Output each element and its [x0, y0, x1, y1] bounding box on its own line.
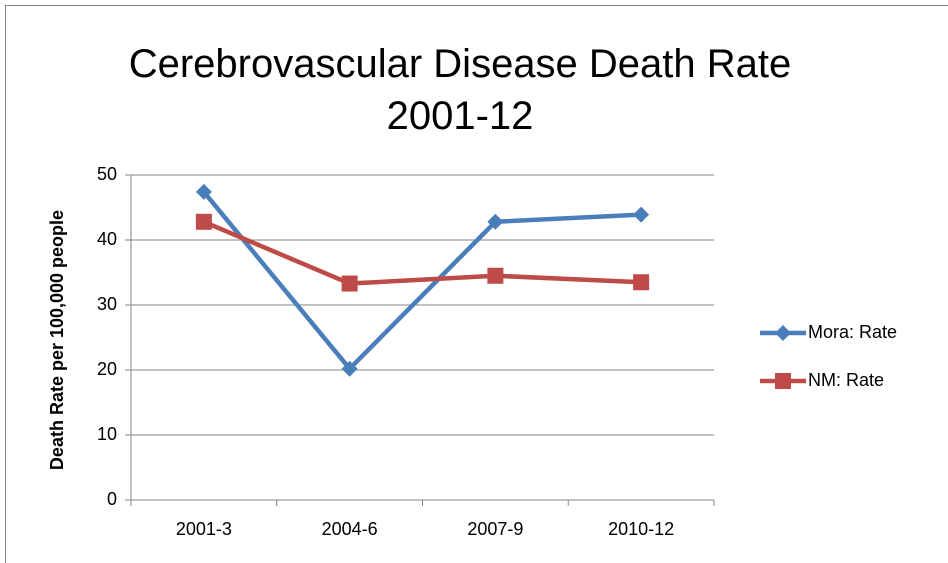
chart-title: Cerebrovascular Disease Death Rate 2001-…: [128, 42, 792, 138]
y-tick-label: 40: [97, 229, 117, 249]
point: [487, 213, 504, 230]
point: [633, 274, 650, 291]
line: [202, 190, 642, 371]
point: [487, 267, 504, 284]
y-tick-label: 0: [107, 489, 117, 509]
y-axis-label: Death Rate per 100,000 people: [47, 210, 67, 470]
point: [195, 183, 212, 200]
y-tick-label: 50: [97, 164, 117, 184]
x-tick-label: 2001-3: [176, 519, 232, 539]
legend-marker: [775, 325, 791, 341]
chart-border: [5, 5, 948, 563]
point: [341, 275, 358, 292]
x-tick-label: 2010-12: [608, 519, 674, 539]
y-tick-label: 10: [97, 424, 117, 444]
legend-label: Mora: Rate: [808, 322, 897, 342]
point: [195, 213, 212, 230]
y-tick-label: 20: [97, 359, 117, 379]
legend-label: NM: Rate: [808, 370, 884, 390]
point: [341, 360, 358, 377]
point: [633, 206, 650, 223]
y-tick-label: 30: [97, 294, 117, 314]
line: [202, 219, 642, 286]
x-tick-label: 2004-6: [322, 519, 378, 539]
x-tick-label: 2007-9: [467, 519, 523, 539]
legend-marker: [775, 373, 791, 389]
